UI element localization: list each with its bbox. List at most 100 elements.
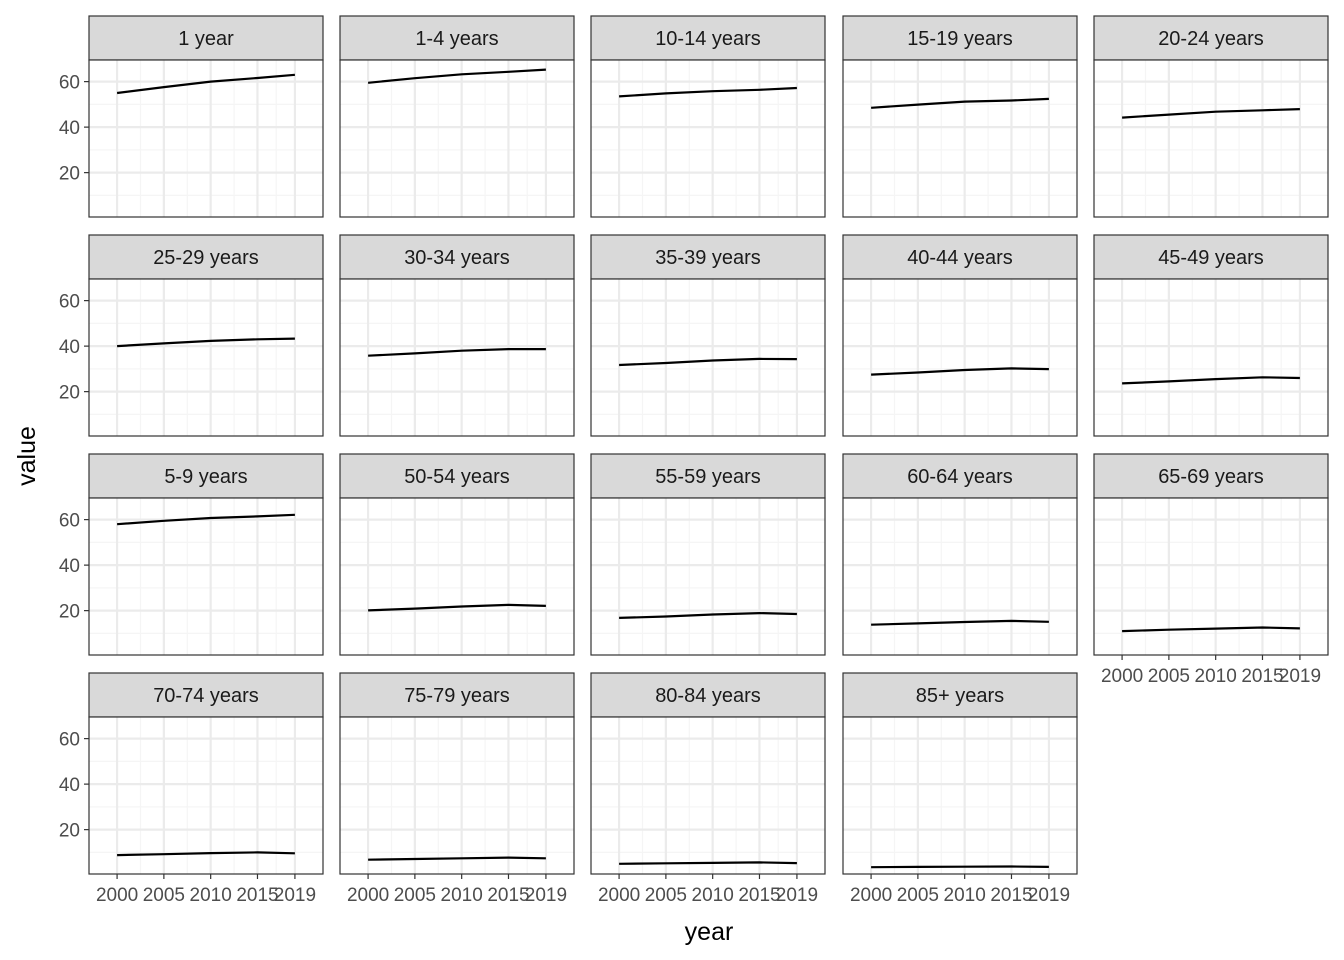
facet-panel: 5-9 years 20 40 60 bbox=[59, 453, 324, 656]
x-tick-label: 2005 bbox=[394, 885, 436, 906]
facet-strip bbox=[88, 15, 324, 61]
panel-background bbox=[89, 279, 323, 436]
series-line bbox=[619, 357, 797, 367]
panel-border bbox=[590, 497, 826, 656]
panel-border bbox=[1093, 59, 1329, 218]
x-tick-label: 2015 bbox=[236, 885, 278, 906]
panel-background bbox=[89, 60, 323, 217]
panel-background bbox=[591, 60, 825, 217]
facet-strip-label: 25-29 years bbox=[153, 247, 259, 269]
panel-background bbox=[843, 60, 1077, 217]
facet-strip bbox=[590, 453, 826, 499]
facet-panel: 45-49 years bbox=[1093, 234, 1329, 437]
y-tick-label: 40 bbox=[59, 118, 80, 139]
series-line bbox=[368, 856, 546, 861]
x-tick-label: 2000 bbox=[850, 885, 892, 906]
panel-background bbox=[340, 60, 574, 217]
panel-border bbox=[339, 497, 575, 656]
x-tick-label: 2019 bbox=[274, 885, 316, 906]
panel-border bbox=[88, 59, 324, 218]
series-line bbox=[116, 73, 295, 95]
panel-border bbox=[842, 278, 1078, 437]
facet-strip bbox=[88, 234, 324, 280]
y-axis-title: value bbox=[13, 426, 41, 486]
panel-border bbox=[842, 497, 1078, 656]
panel-background bbox=[340, 717, 574, 874]
panel-background bbox=[1094, 60, 1328, 217]
x-tick-label: 2005 bbox=[143, 885, 185, 906]
x-tick-label: 2019 bbox=[776, 885, 818, 906]
x-tick-label: 2000 bbox=[347, 885, 389, 906]
facet-panel: 25-29 years 20 40 60 bbox=[59, 234, 324, 437]
panel-background bbox=[591, 717, 825, 874]
panel-border bbox=[842, 716, 1078, 875]
facet-strip-label: 30-34 years bbox=[404, 247, 510, 269]
panel-background bbox=[1094, 279, 1328, 436]
y-tick-label: 20 bbox=[59, 821, 80, 842]
x-tick-label: 2010 bbox=[441, 885, 483, 906]
panel-background bbox=[340, 498, 574, 655]
x-tick-label: 2010 bbox=[692, 885, 734, 906]
facet-panel: 55-59 years bbox=[590, 453, 826, 656]
series-line bbox=[619, 861, 797, 865]
facet-strip bbox=[842, 15, 1078, 61]
series-line bbox=[871, 619, 1049, 626]
facet-strip-label: 75-79 years bbox=[404, 685, 510, 707]
series-line bbox=[1122, 108, 1300, 119]
x-tick-label: 2005 bbox=[1148, 666, 1190, 687]
facet-strip-label: 85+ years bbox=[916, 685, 1004, 707]
series-line bbox=[117, 513, 295, 526]
series-line bbox=[871, 97, 1049, 109]
panel-background bbox=[89, 717, 323, 874]
panel-background bbox=[843, 717, 1077, 874]
facet-strip bbox=[88, 453, 324, 499]
facet-panel: 40-44 years bbox=[842, 234, 1078, 437]
x-tick-label: 2019 bbox=[525, 885, 567, 906]
series-line bbox=[619, 611, 797, 619]
panel-background bbox=[340, 279, 574, 436]
panel-background bbox=[591, 279, 825, 436]
facet-panel: 60-64 years bbox=[842, 453, 1078, 656]
panel-border bbox=[590, 716, 826, 875]
x-tick-label: 2015 bbox=[990, 885, 1032, 906]
panel-border bbox=[590, 278, 826, 437]
facet-panel: 10-14 years bbox=[590, 15, 826, 218]
series-line bbox=[368, 348, 546, 357]
facet-strip bbox=[842, 234, 1078, 280]
x-tick-label: 2005 bbox=[897, 885, 939, 906]
x-tick-label: 2015 bbox=[487, 885, 529, 906]
x-tick-label: 2000 bbox=[1101, 666, 1143, 687]
facet-strip-label: 35-39 years bbox=[655, 247, 761, 269]
x-tick-label: 2019 bbox=[1028, 885, 1070, 906]
panel-border bbox=[339, 278, 575, 437]
panel-border bbox=[339, 716, 575, 875]
facet-strip bbox=[88, 672, 324, 718]
y-tick-label: 20 bbox=[59, 602, 80, 623]
y-tick-label: 40 bbox=[59, 337, 80, 358]
facet-strip bbox=[590, 234, 826, 280]
facet-strip bbox=[842, 453, 1078, 499]
facet-panel: 50-54 years bbox=[339, 453, 575, 656]
y-tick-label: 40 bbox=[59, 556, 80, 577]
facet-strip-label: 45-49 years bbox=[1158, 247, 1264, 269]
facet-strip bbox=[339, 453, 575, 499]
facet-strip-label: 1-4 years bbox=[415, 28, 498, 50]
panel-border bbox=[88, 497, 324, 656]
x-tick-label: 2010 bbox=[944, 885, 986, 906]
series-line bbox=[871, 367, 1049, 376]
panel-border bbox=[590, 59, 826, 218]
x-tick-label: 2000 bbox=[598, 885, 640, 906]
y-tick-label: 60 bbox=[59, 511, 80, 532]
series-line bbox=[619, 86, 797, 98]
facet-strip-label: 80-84 years bbox=[655, 685, 761, 707]
facet-strip-label: 10-14 years bbox=[655, 28, 761, 50]
facet-strip-label: 15-19 years bbox=[907, 28, 1013, 50]
y-tick-label: 60 bbox=[59, 73, 80, 94]
facet-strip-label: 20-24 years bbox=[1158, 28, 1264, 50]
series-line bbox=[117, 337, 295, 348]
